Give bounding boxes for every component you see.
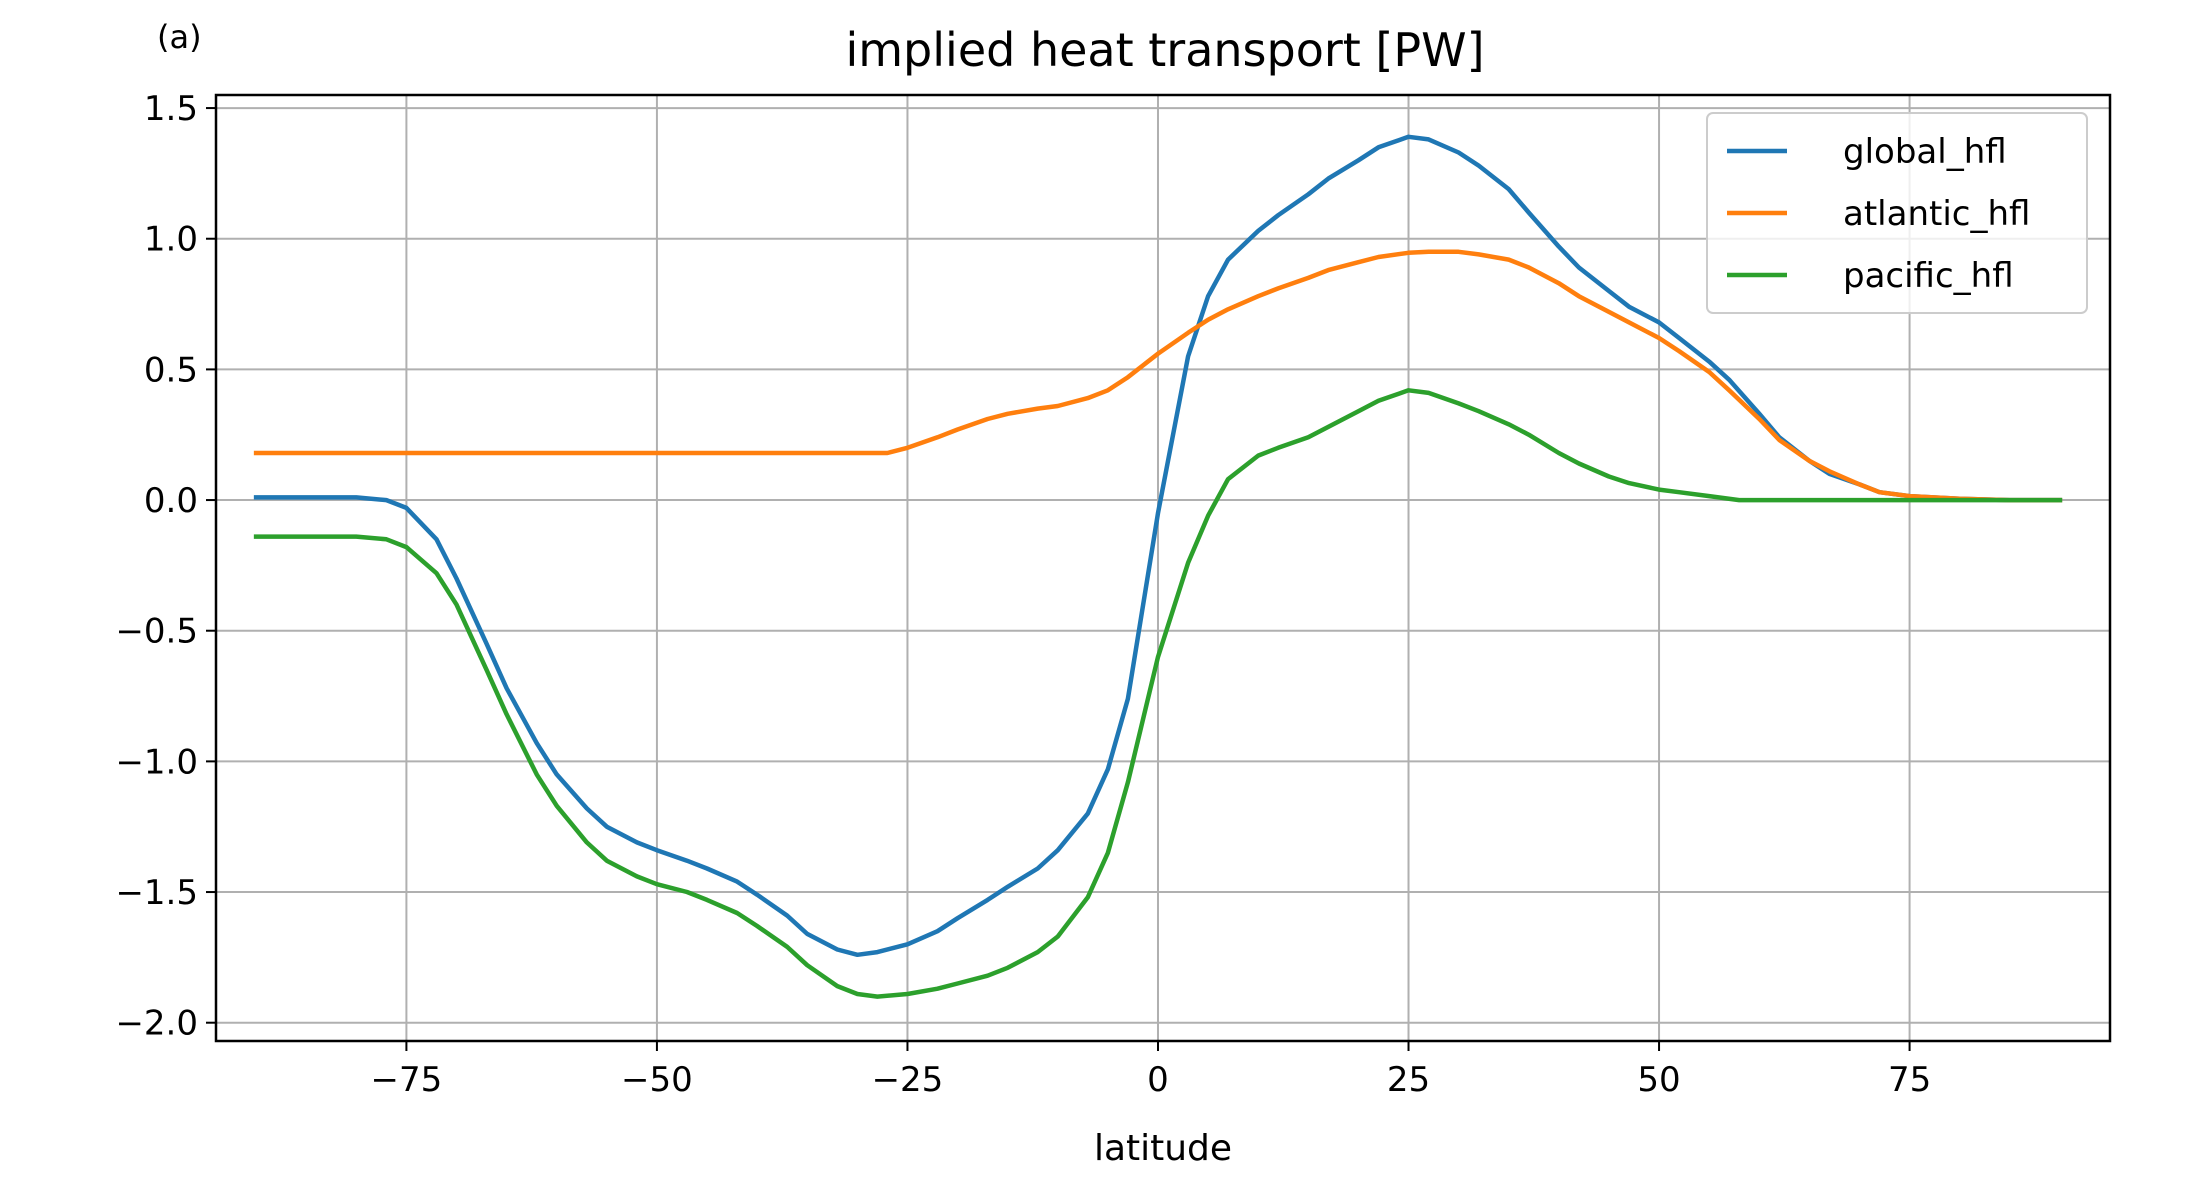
legend-box bbox=[1706, 112, 2088, 314]
y-tick-label: −2.0 bbox=[115, 1004, 198, 1044]
chart-title: implied heat transport [PW] bbox=[845, 23, 1484, 77]
legend-label: global_hfl bbox=[1843, 132, 2007, 172]
x-tick-label: −50 bbox=[621, 1060, 693, 1100]
x-tick-label: 75 bbox=[1888, 1060, 1931, 1100]
y-axis: −2.0 −1.5 −1.0 −0.5 0.0 0.5 1.0 1.5 bbox=[115, 89, 216, 1044]
series-line-global-hfl bbox=[253, 134, 2063, 958]
series-line-pacific-hfl bbox=[253, 388, 2063, 999]
legend: global_hfl atlantic_hfl pacific_hfl bbox=[1706, 112, 2088, 314]
series-lines bbox=[253, 134, 2063, 999]
legend-label: pacific_hfl bbox=[1843, 256, 2014, 296]
panel-label: (a) bbox=[157, 18, 202, 56]
x-tick-label: −75 bbox=[371, 1060, 443, 1100]
y-tick-label: 0.5 bbox=[144, 350, 198, 390]
y-tick-label: −1.0 bbox=[115, 742, 198, 782]
x-tick-label: 0 bbox=[1147, 1060, 1169, 1100]
legend-label: atlantic_hfl bbox=[1843, 194, 2030, 234]
y-tick-label: 1.0 bbox=[144, 220, 198, 260]
series-line-atlantic-hfl bbox=[253, 249, 2063, 503]
y-tick-label: 1.5 bbox=[144, 89, 198, 129]
x-axis-label: latitude bbox=[1094, 1128, 1232, 1169]
x-tick-label: −25 bbox=[872, 1060, 944, 1100]
x-tick-label: 50 bbox=[1637, 1060, 1680, 1100]
y-tick-label: −0.5 bbox=[115, 612, 198, 652]
x-axis: −75 −50 −25 0 25 50 75 bbox=[371, 1041, 1931, 1100]
x-tick-label: 25 bbox=[1387, 1060, 1430, 1100]
y-tick-label: 0.0 bbox=[144, 481, 198, 521]
plot-frame bbox=[214, 93, 2112, 1043]
y-tick-label: −1.5 bbox=[115, 873, 198, 913]
